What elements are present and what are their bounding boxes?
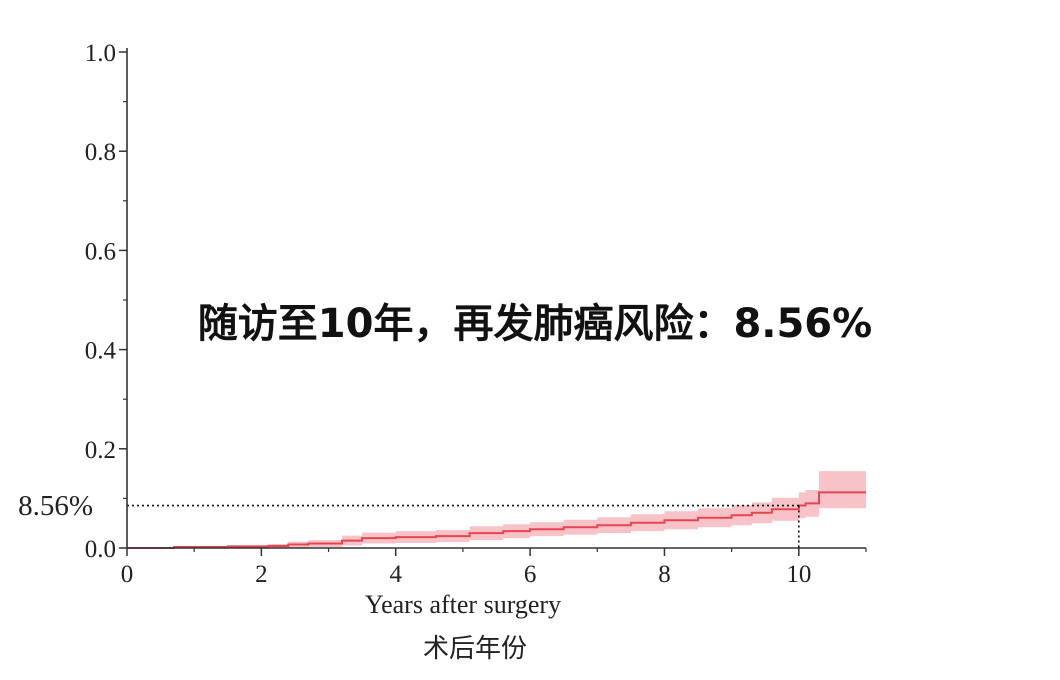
reference-layer (127, 504, 800, 548)
y-tick-label: 1.0 (85, 40, 116, 67)
x-tick-label: 6 (524, 561, 537, 588)
axis-layer (119, 48, 867, 556)
y-tick-label: 0.2 (85, 437, 116, 464)
x-axis-title: Years after surgery (365, 590, 561, 619)
confidence-band (127, 471, 866, 548)
x-tick-label: 10 (786, 561, 811, 588)
tick-label-layer: 0.0 0.2 0.4 0.6 0.8 1.0 0 2 4 6 8 10 (85, 40, 812, 588)
x-tick-label: 4 (389, 561, 402, 588)
band-layer (127, 471, 866, 548)
reference-value-label: 8.56% (18, 490, 93, 522)
y-tick-label: 0.8 (85, 139, 116, 166)
x-tick-label: 2 (255, 561, 268, 588)
series-line (127, 491, 866, 549)
y-tick-label: 0.6 (85, 238, 116, 265)
x-tick-label: 0 (121, 561, 134, 588)
y-tick-label: 0.0 (85, 536, 116, 563)
headline-annotation: 随访至10年，再发肺癌风险：8.56% (198, 301, 872, 347)
line-layer (127, 491, 866, 549)
y-tick-label: 0.4 (85, 338, 117, 365)
x-tick-label: 8 (658, 561, 671, 588)
x-axis-title-cn: 术后年份 (423, 634, 527, 664)
